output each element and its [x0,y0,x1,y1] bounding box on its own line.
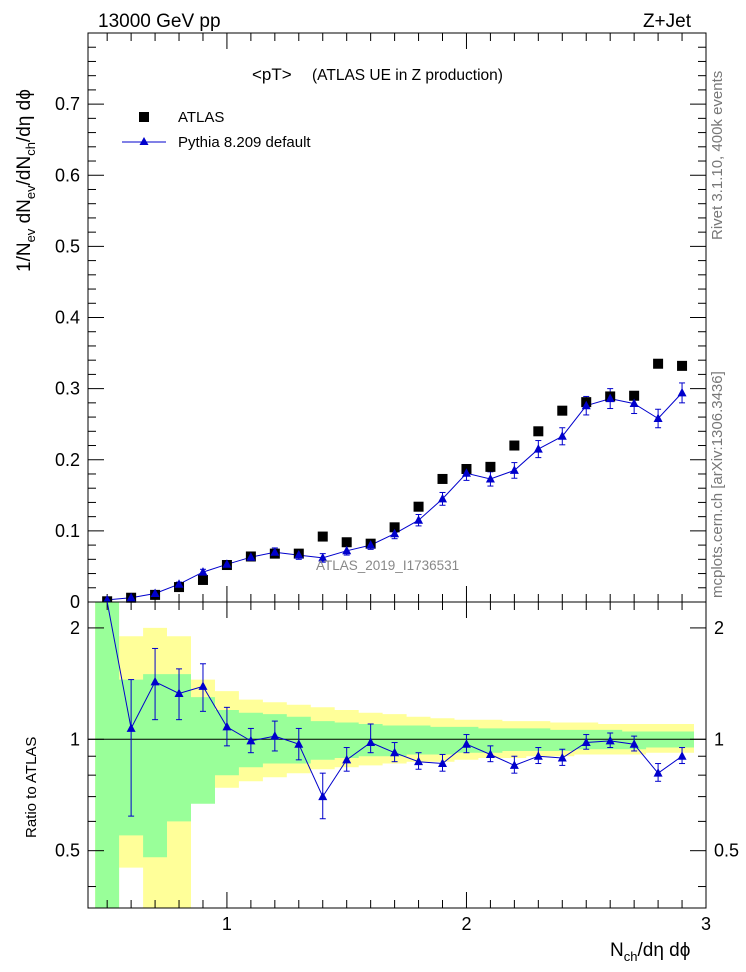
ratio-panel: 1 2 3 0.5 0.5 1 1 2 2 [55,601,739,934]
main-y-tick-label: 0.7 [55,94,80,114]
main-y-tick-label: 0.6 [55,165,80,185]
x-axis-label: Nch/dη dϕ [610,940,690,964]
ratio-mc-point [653,768,663,777]
mc-point [342,545,352,555]
mc-point [605,393,615,403]
main-subtitle: (ATLAS UE in Z production) [312,67,503,84]
ratio-mc-point [461,739,471,748]
ratio-mc-point [174,688,184,697]
mc-point [174,579,184,588]
header-left: 13000 GeV pp [98,11,221,32]
ratio-mc-point [126,723,136,732]
main-y-tick-label: 0.5 [55,236,80,256]
ratio-mc-point [605,735,615,745]
ratio-mc-point [318,791,328,801]
ratio-mc-point [677,751,687,760]
mc-point [509,465,519,474]
ratio-y-tick-label: 2 [70,618,80,638]
mc-point [246,552,256,561]
atlas-point [389,522,400,533]
atlas-point [653,358,664,369]
mc-point [414,515,424,524]
ratio-mc-point [342,754,352,764]
ratio-y-tick-label-right: 2 [714,618,724,638]
mc-point [461,468,471,477]
y-axis-label-ratio: Ratio to ATLAS [23,737,40,838]
ratio-mc-point [390,747,400,757]
x-tick-label: 2 [461,914,471,934]
legend-marker-atlas [139,112,149,122]
ratio-mc-point [533,751,543,760]
ratio-y-tick-label-right: 0.5 [714,841,739,861]
ratio-mc-point [485,749,495,758]
ratio-mc-point [270,731,280,740]
mc-point [390,528,400,538]
atlas-point [677,360,688,371]
x-tick-label: 3 [701,914,711,934]
ratio-frame [87,601,707,909]
mc-point [318,552,328,562]
main-title: <pT> [252,65,292,84]
atlas-point [413,501,424,512]
mc-point [366,540,376,549]
side-label-rivet: Rivet 3.1.10, 400k events [709,71,726,240]
atlas-point [629,390,640,401]
atlas-point [437,473,448,484]
mc-point [653,413,663,422]
y-axis-label-main: 1/Nev dNev/dNch/dη dϕ [14,89,38,272]
atlas-point [317,531,328,542]
header-right: Z+Jet [643,11,692,32]
atlas-point [533,426,544,437]
atlas-point [509,440,520,451]
mc-point [102,594,112,604]
watermark: ATLAS_2019_I1736531 [316,558,459,573]
ratio-mc-point [366,737,376,747]
mc-point [677,387,687,397]
mc-point [533,444,543,453]
ratio-mc-point [150,676,160,686]
main-y-tick-label: 0.4 [55,308,80,328]
atlas-point [341,537,352,548]
side-label-mcplots: mcplots.cern.ch [arXiv:1306.3436] [709,371,726,598]
ratio-mc-point [438,758,448,768]
ratio-mc-point [246,735,256,745]
ratio-mc-point [294,739,304,748]
atlas-point [485,461,496,472]
ratio-y-tick-label-right: 1 [714,729,724,749]
ratio-y-tick-label: 1 [70,729,80,749]
mc-point [581,400,591,410]
main-y-tick-label: 0 [70,592,80,612]
legend-label-atlas: ATLAS [178,109,224,126]
mc-point [629,398,639,408]
x-tick-label: 1 [222,914,232,934]
mc-point [198,567,208,576]
legend-label-mc: Pythia 8.209 default [178,134,311,151]
ratio-mc-point [557,753,567,762]
main-y-tick-label: 0.3 [55,379,80,399]
main-y-tick-label: 0.2 [55,450,80,470]
mc-point [485,473,495,483]
main-y-tick-label: 0.1 [55,521,80,541]
mc-point [222,559,232,568]
ratio-mc-point [414,756,424,766]
main-panel: 0 0.1 0.2 0.3 0.4 0.5 0.6 0.7 [55,32,707,612]
ratio-mc-point [509,760,519,769]
mc-point [438,493,448,503]
ratio-mc-point [581,737,591,747]
legend-marker-mc [139,137,149,145]
ratio-mc-point [198,681,208,690]
mc-point [150,588,160,597]
atlas-point [557,405,568,416]
legend: ATLAS Pythia 8.209 default [122,109,311,151]
ratio-y-tick-label: 0.5 [55,841,80,861]
mc-point [126,592,136,602]
ratio-mc-point [629,739,639,748]
ratio-mc-point [222,721,232,731]
mc-point [557,431,567,440]
atlas-point [197,574,208,585]
mc-point [294,550,304,559]
mc-point [270,547,280,556]
